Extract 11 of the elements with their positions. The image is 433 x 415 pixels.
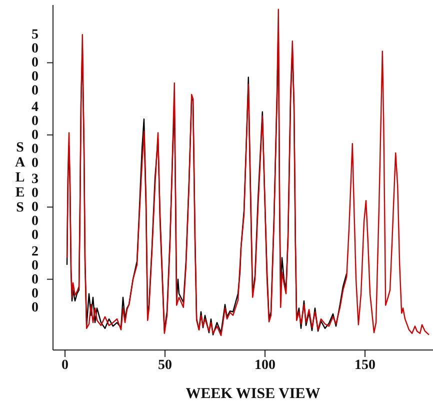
x-tick-label: 100: [254, 358, 276, 373]
line-series: [66, 8, 430, 336]
y-tick-label: 5 0 0 0 0: [32, 27, 38, 98]
x-tick-label: 150: [354, 358, 376, 373]
x-tick-label: 50: [158, 358, 172, 373]
x-tick-label: 0: [62, 358, 68, 373]
y-tick-label: 3 0 0 0 0: [32, 172, 38, 243]
y-tick-label: 4 0 0 0 0: [32, 99, 38, 170]
y-tick-label: 2 0 0 0 0: [32, 244, 38, 315]
y-axis-title: SALES: [14, 140, 26, 215]
x-axis-title: WEEK WISE VIEW: [186, 386, 320, 402]
